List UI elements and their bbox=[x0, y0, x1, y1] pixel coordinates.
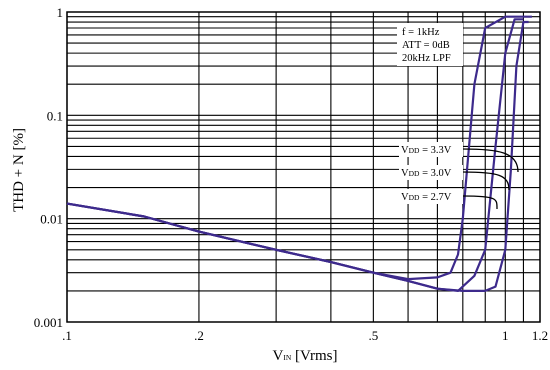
condition-attenuation: ATT = 0dB bbox=[402, 40, 450, 51]
x-tick-label: .2 bbox=[194, 328, 204, 343]
y-tick-label: 1 bbox=[57, 5, 64, 20]
condition-frequency: f = 1kHz bbox=[402, 27, 440, 38]
x-tick-label: 1.2 bbox=[532, 328, 548, 343]
series-line-3 bbox=[66, 15, 532, 281]
series-leader-line bbox=[462, 148, 519, 173]
y-axis-title: THD + N [%] bbox=[11, 128, 27, 212]
conditions-box bbox=[397, 23, 463, 66]
grid-lines bbox=[66, 11, 541, 323]
series-label-2: VDD = 3.0V bbox=[401, 168, 452, 179]
x-tick-label: .5 bbox=[368, 328, 378, 343]
series-leader-line bbox=[462, 195, 498, 210]
y-tick-label: 0.1 bbox=[47, 108, 63, 123]
series-label-bg bbox=[399, 165, 463, 180]
series-leader-line bbox=[462, 171, 510, 191]
series-label-3: VDD = 2.7V bbox=[401, 192, 452, 203]
plot-frame bbox=[66, 11, 541, 323]
series-label-bg bbox=[399, 189, 463, 204]
x-axis-title: VIN [Vrms] bbox=[273, 348, 338, 364]
y-tick-label: 0.001 bbox=[34, 315, 63, 330]
x-tick-label: .1 bbox=[62, 328, 72, 343]
x-tick-label: 1 bbox=[502, 328, 509, 343]
series-label-1: VDD = 3.3V bbox=[401, 145, 452, 156]
series-label-bg bbox=[399, 142, 463, 157]
series-lines bbox=[66, 15, 532, 292]
series-labels: VDD = 3.3V VDD = 3.0V VDD = 2.7V bbox=[399, 142, 519, 210]
tick-labels: .1 .2 .5 1 1.2 1 0.1 0.01 0.001 bbox=[34, 5, 548, 343]
condition-filter: 20kHz LPF bbox=[402, 53, 451, 64]
y-tick-label: 0.01 bbox=[40, 212, 63, 227]
